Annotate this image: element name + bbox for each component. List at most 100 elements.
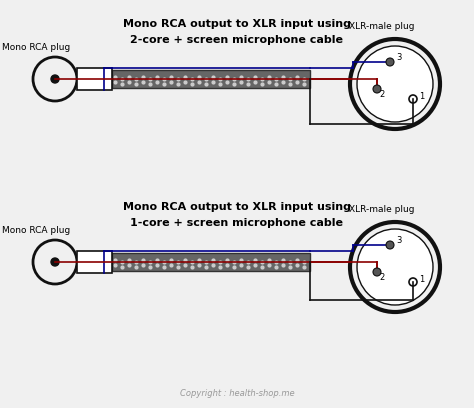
Point [125,73,133,80]
Point [195,256,203,263]
Point [209,73,217,80]
Bar [112,253,310,271]
Point [132,76,140,82]
Point [230,76,238,82]
Point [125,261,133,268]
Text: Mono RCA plug: Mono RCA plug [2,226,70,235]
Text: Mono RCA plug: Mono RCA plug [2,43,70,52]
Point [188,264,196,270]
Point [258,259,266,265]
Point [300,264,308,270]
Point [195,261,203,268]
Point [251,78,259,85]
Point [209,256,217,263]
Circle shape [386,58,394,66]
Point [272,76,280,82]
Circle shape [373,85,381,93]
Point [118,76,126,82]
Circle shape [386,241,394,249]
Text: 1: 1 [419,275,424,284]
Text: Mono RCA output to XLR input using: Mono RCA output to XLR input using [123,19,351,29]
Point [272,81,280,87]
Point [181,256,189,263]
Point [272,259,280,265]
Text: 2: 2 [379,273,384,282]
Point [237,256,245,263]
Point [293,261,301,268]
Point [181,73,189,80]
Point [293,256,301,263]
Text: Mono RCA output to XLR input using: Mono RCA output to XLR input using [123,202,351,212]
Point [251,256,259,263]
Point [125,78,133,85]
Point [167,256,175,263]
Point [153,73,161,80]
Text: Copyright : health-shop.me: Copyright : health-shop.me [180,389,294,398]
Point [132,81,140,87]
Point [174,81,182,87]
Point [279,261,287,268]
Point [258,81,266,87]
Point [160,81,168,87]
Point [202,81,210,87]
Point [139,256,147,263]
Point [146,81,154,87]
Point [244,76,252,82]
Point [279,78,287,85]
Text: 2-core + screen microphone cable: 2-core + screen microphone cable [130,35,344,45]
Point [118,264,126,270]
Point [265,78,273,85]
Point [230,264,238,270]
Point [279,256,287,263]
Point [300,259,308,265]
Point [153,256,161,263]
Point [244,81,252,87]
Point [167,78,175,85]
Point [223,73,231,80]
Circle shape [357,46,433,122]
Point [118,259,126,265]
Point [202,76,210,82]
Point [139,261,147,268]
Point [195,73,203,80]
Point [146,76,154,82]
Point [216,76,224,82]
Bar [112,70,310,88]
Point [216,264,224,270]
Point [146,259,154,265]
Point [223,256,231,263]
Point [160,264,168,270]
Text: 2: 2 [379,90,384,99]
Point [111,73,119,80]
Circle shape [357,229,433,305]
Point [125,256,133,263]
Point [265,256,273,263]
Bar [77,251,112,273]
Point [265,73,273,80]
Point [244,259,252,265]
Text: 1: 1 [419,92,424,101]
Point [258,264,266,270]
Point [216,259,224,265]
Point [174,259,182,265]
Point [146,264,154,270]
Point [223,261,231,268]
Point [202,259,210,265]
Point [237,78,245,85]
Point [286,259,294,265]
Text: 1-core + screen microphone cable: 1-core + screen microphone cable [130,218,344,228]
Point [167,261,175,268]
Point [153,78,161,85]
Circle shape [51,75,59,83]
Text: XLR-male plug: XLR-male plug [349,205,415,214]
Point [188,76,196,82]
Point [279,73,287,80]
Point [195,78,203,85]
Point [223,78,231,85]
Point [293,73,301,80]
Bar [77,68,112,90]
Point [160,259,168,265]
Text: XLR-male plug: XLR-male plug [349,22,415,31]
Point [181,261,189,268]
Point [188,81,196,87]
